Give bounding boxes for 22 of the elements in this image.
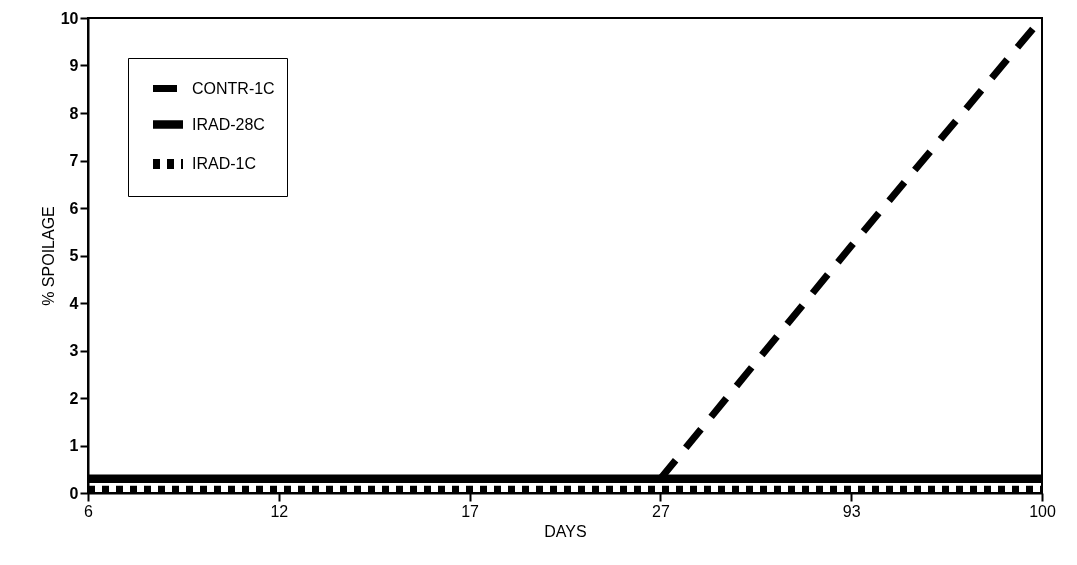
x-axis-title: DAYS (544, 522, 587, 540)
y-tick-label: 6 (69, 199, 79, 217)
y-tick-label: 5 (69, 247, 79, 264)
legend-label: IRAD-28C (192, 115, 265, 133)
x-tick-label: 12 (270, 502, 289, 520)
y-tick-label: 9 (69, 57, 79, 74)
y-tick-label: 8 (69, 104, 79, 122)
legend-label: IRAD-1C (192, 155, 257, 172)
y-tick-label: 1 (69, 437, 79, 454)
y-tick-label: 10 (60, 9, 79, 27)
y-tick-label: 4 (69, 294, 79, 312)
y-tick-label: 7 (69, 152, 79, 169)
legend-label: CONTR-1C (192, 79, 275, 97)
y-tick-label: 0 (69, 484, 79, 502)
x-tick-label: 100 (1029, 502, 1056, 520)
y-tick-label: 3 (69, 342, 79, 359)
x-tick-label: 6 (84, 502, 94, 520)
x-tick-label: 93 (842, 502, 861, 520)
x-tick-label: 17 (461, 502, 480, 520)
y-tick-label: 2 (69, 389, 79, 407)
x-tick-label: 27 (652, 502, 670, 520)
y-axis-title: % SPOILAGE (39, 206, 57, 306)
